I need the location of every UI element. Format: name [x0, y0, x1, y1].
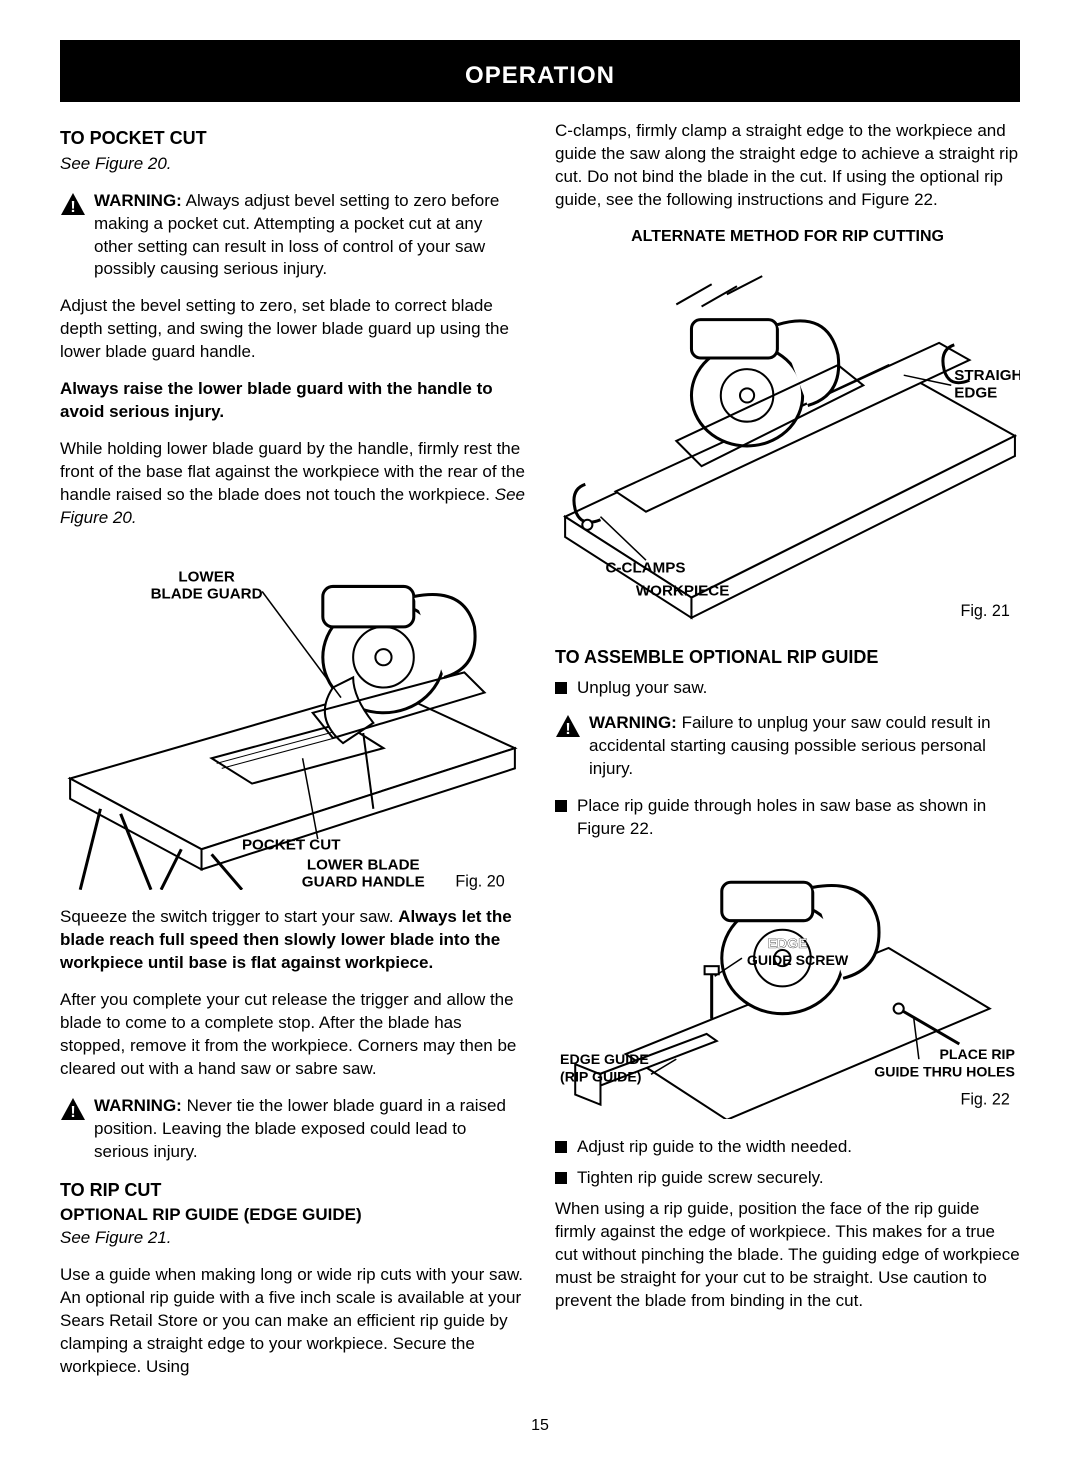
bullet-unplug: Unplug your saw. [555, 677, 1020, 700]
rip-cut-subtitle: OPTIONAL RIP GUIDE (EDGE GUIDE) [60, 1204, 525, 1227]
right-column: C-clamps, firmly clamp a straight edge t… [555, 120, 1020, 1392]
rip-cut-title: TO RIP CUT [60, 1178, 525, 1202]
bullet-square-icon [555, 682, 567, 694]
pocket-p2a: While holding lower blade guard by the h… [60, 439, 525, 504]
warning-pocket-2-text: WARNING: Never tie the lower blade guard… [94, 1095, 525, 1164]
figure-20: LOWER BLADE GUARD POCKET CUT LOWER BLADE… [60, 546, 525, 897]
right-cont: C-clamps, firmly clamp a straight edge t… [555, 120, 1020, 212]
warning-assemble: ! WARNING: Failure to unplug your saw co… [555, 712, 1020, 781]
svg-text:Fig. 20: Fig. 20 [455, 872, 504, 889]
page-number: 15 [60, 1415, 1020, 1437]
pocket-bold1: Always raise the lower blade guard with … [60, 378, 525, 424]
svg-text:GUARD HANDLE: GUARD HANDLE [302, 873, 425, 889]
svg-text:!: ! [70, 199, 75, 216]
content-columns: TO POCKET CUT See Figure 20. ! WARNING: … [60, 120, 1020, 1392]
svg-text:GUIDE SCREW: GUIDE SCREW [747, 952, 849, 968]
svg-text:(RIP GUIDE): (RIP GUIDE) [560, 1068, 641, 1084]
svg-text:C-CLAMPS: C-CLAMPS [606, 559, 686, 576]
svg-text:EDGE: EDGE [954, 384, 997, 401]
warning-triangle-icon: ! [60, 192, 86, 216]
figure-21-svg: STRAIGHT EDGE C-CLAMPS WORKPIECE Fig. 21 [555, 264, 1020, 628]
pocket-p3: Squeeze the switch trigger to start your… [60, 906, 525, 975]
bullet-square-icon [555, 1172, 567, 1184]
warning-pocket-1: ! WARNING: Always adjust bevel setting t… [60, 190, 525, 282]
svg-text:BLADE GUARD: BLADE GUARD [151, 585, 263, 602]
operation-header: OPERATION [60, 40, 1020, 102]
pocket-cut-title: TO POCKET CUT [60, 126, 525, 150]
svg-text:EDGE: EDGE [767, 934, 807, 950]
warning-triangle-icon: ! [555, 714, 581, 738]
svg-text:LOWER BLADE: LOWER BLADE [307, 856, 420, 873]
svg-text:Fig. 22: Fig. 22 [960, 1090, 1009, 1108]
rip-cut-p1: Use a guide when making long or wide rip… [60, 1264, 525, 1379]
fig21-title: ALTERNATE METHOD FOR RIP CUTTING [555, 226, 1020, 248]
bullet-square-icon [555, 1141, 567, 1153]
warning-assemble-text: WARNING: Failure to unplug your saw coul… [589, 712, 1020, 781]
svg-text:PLACE RIP: PLACE RIP [939, 1046, 1014, 1062]
pocket-p1: Adjust the bevel setting to zero, set bl… [60, 295, 525, 364]
svg-text:GUIDE THRU HOLES: GUIDE THRU HOLES [874, 1063, 1015, 1079]
warning-triangle-icon: ! [60, 1097, 86, 1121]
svg-text:!: ! [70, 1104, 75, 1121]
pocket-cut-see: See Figure 20. [60, 153, 525, 176]
bullet-unplug-text: Unplug your saw. [577, 677, 1020, 700]
pocket-p4: After you complete your cut release the … [60, 989, 525, 1081]
svg-text:WORKPIECE: WORKPIECE [636, 582, 729, 599]
svg-text:LOWER: LOWER [178, 568, 234, 585]
warning-pocket-2: ! WARNING: Never tie the lower blade gua… [60, 1095, 525, 1164]
bullet-adjust: Adjust rip guide to the width needed. [555, 1136, 1020, 1159]
svg-text:!: ! [565, 721, 570, 738]
bullet-tighten: Tighten rip guide screw securely. [555, 1167, 1020, 1190]
assemble-final: When using a rip guide, position the fac… [555, 1198, 1020, 1313]
bullet-place-guide: Place rip guide through holes in saw bas… [555, 795, 1020, 841]
pocket-p3a: Squeeze the switch trigger to start your… [60, 907, 398, 926]
svg-text:EDGE GUIDE: EDGE GUIDE [560, 1051, 649, 1067]
svg-text:POCKET CUT: POCKET CUT [242, 836, 341, 853]
figure-21: STRAIGHT EDGE C-CLAMPS WORKPIECE Fig. 21 [555, 264, 1020, 635]
figure-22-svg: EDGE GUIDE SCREW EDGE GUIDE (RIP GUIDE) … [555, 857, 1020, 1120]
svg-text:Fig. 21: Fig. 21 [960, 602, 1009, 620]
pocket-p2: While holding lower blade guard by the h… [60, 438, 525, 530]
figure-20-svg: LOWER BLADE GUARD POCKET CUT LOWER BLADE… [60, 546, 525, 890]
assemble-title: TO ASSEMBLE OPTIONAL RIP GUIDE [555, 645, 1020, 669]
svg-text:STRAIGHT: STRAIGHT [954, 367, 1020, 384]
figure-22: EDGE GUIDE SCREW EDGE GUIDE (RIP GUIDE) … [555, 857, 1020, 1127]
bullet-place-text: Place rip guide through holes in saw bas… [577, 795, 1020, 841]
bullet-adjust-text: Adjust rip guide to the width needed. [577, 1136, 1020, 1159]
rip-cut-see: See Figure 21. [60, 1227, 525, 1250]
warning-pocket-1-text: WARNING: Always adjust bevel setting to … [94, 190, 525, 282]
bullet-tighten-text: Tighten rip guide screw securely. [577, 1167, 1020, 1190]
bullet-square-icon [555, 800, 567, 812]
left-column: TO POCKET CUT See Figure 20. ! WARNING: … [60, 120, 525, 1392]
